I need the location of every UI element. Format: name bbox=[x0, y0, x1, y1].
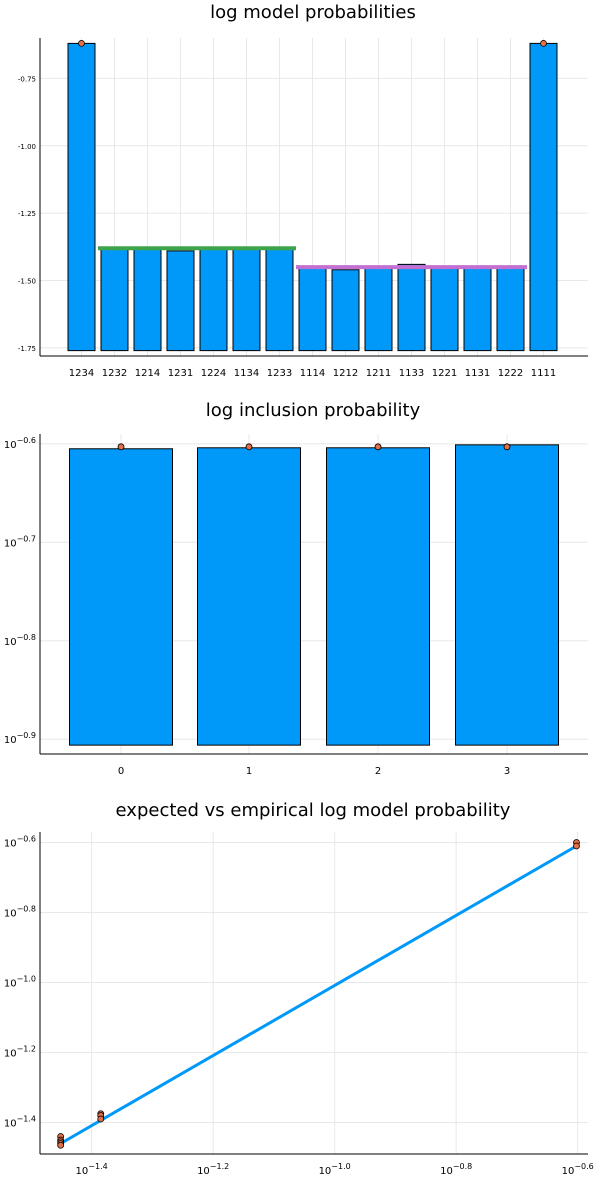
chart2-bar bbox=[455, 444, 559, 746]
chart3-points bbox=[57, 839, 580, 1149]
chart1-xtick-label: 1131 bbox=[465, 368, 490, 379]
chart1-bars bbox=[67, 42, 558, 352]
chart1-bar bbox=[265, 247, 294, 352]
chart2-tick-labels: 10−0.9 10−0.8 10−0.7 10−0.6 0 1 2 3 bbox=[4, 436, 510, 777]
chart1-xtick-label: 1234 bbox=[69, 368, 94, 379]
chart3-fit-line bbox=[59, 844, 578, 1145]
chart2-point bbox=[245, 443, 253, 451]
chart1-hlines bbox=[98, 246, 527, 270]
chart3-xtick-label: 10−0.6 bbox=[562, 1162, 594, 1177]
chart2-xtick-label: 3 bbox=[504, 766, 510, 777]
chart3-grid bbox=[40, 832, 588, 1154]
log-inclusion-probability-chart: log inclusion probability 10−0.910−0.810… bbox=[4, 400, 588, 777]
chart1-title: log model probabilities bbox=[210, 2, 416, 23]
chart3-axes bbox=[39, 832, 588, 1155]
chart3-tick-labels: 10−1.4 10−1.2 10−1.0 10−0.8 10−0.6 10−1.4 10−1… bbox=[4, 835, 594, 1178]
chart1-ytick-label: -1.25 bbox=[18, 210, 36, 218]
chart3-xtick-label: 10−1.2 bbox=[197, 1162, 229, 1177]
chart3-xtick-label: 10−0.8 bbox=[440, 1162, 472, 1177]
chart3-point bbox=[573, 842, 580, 850]
chart1-bar bbox=[133, 247, 162, 352]
chart3-line bbox=[59, 844, 578, 1145]
chart3-ytick-label: 10−1.0 bbox=[4, 975, 36, 990]
chart1-xtick-label: 1212 bbox=[333, 368, 358, 379]
chart2-ytick-label: 10−0.7 bbox=[4, 534, 36, 549]
chart1-bar bbox=[67, 42, 96, 352]
chart2-ytick-label: 10−0.8 bbox=[4, 633, 36, 648]
chart2-point bbox=[117, 443, 125, 451]
chart2-ytick-label: 10−0.9 bbox=[4, 731, 36, 746]
chart1-xtick-label: 1114 bbox=[300, 368, 325, 379]
chart1-point bbox=[78, 39, 85, 47]
chart2-xtick-label: 1 bbox=[246, 766, 252, 777]
chart1-xtick-label: 1222 bbox=[498, 368, 523, 379]
chart3-xtick-label: 10−1.0 bbox=[319, 1162, 351, 1177]
chart1-xtick-label: 1211 bbox=[366, 368, 391, 379]
chart1-ytick-label: -1.50 bbox=[18, 278, 36, 286]
chart2-ytick-label: 10−0.6 bbox=[4, 436, 36, 451]
chart1-xtick-label: 1133 bbox=[399, 368, 424, 379]
expected-vs-empirical-chart: expected vs empirical log model probabil… bbox=[4, 800, 594, 1177]
chart1-bar bbox=[100, 247, 129, 352]
chart1-bar bbox=[331, 269, 360, 352]
chart1-xtick-label: 1134 bbox=[234, 368, 259, 379]
chart1-bar bbox=[232, 247, 261, 352]
log-model-probabilities-chart: log model probabilities -1.75-1.50-1.25-… bbox=[18, 2, 588, 379]
chart1-points bbox=[78, 39, 547, 47]
chart1-xtick-label: 1231 bbox=[168, 368, 193, 379]
chart1-ytick-label: -1.00 bbox=[18, 143, 36, 151]
chart2-xtick-label: 0 bbox=[118, 766, 124, 777]
chart1-bar bbox=[463, 266, 492, 352]
chart1-bar bbox=[430, 266, 459, 352]
chart3-ytick-label: 10−0.8 bbox=[4, 905, 36, 920]
chart1-point bbox=[540, 39, 547, 47]
chart1-xtick-label: 1214 bbox=[135, 368, 160, 379]
chart1-bar bbox=[529, 42, 558, 352]
chart3-ytick-label: 10−1.4 bbox=[4, 1115, 36, 1130]
chart2-title: log inclusion probability bbox=[206, 400, 421, 421]
chart1-bar bbox=[364, 266, 393, 352]
chart1-bar bbox=[199, 247, 228, 352]
chart1-xtick-label: 1111 bbox=[531, 368, 556, 379]
chart2-bar bbox=[326, 447, 430, 746]
chart2-bars bbox=[69, 444, 559, 746]
chart2-bar bbox=[69, 448, 173, 746]
chart3-point bbox=[57, 1141, 65, 1149]
chart2-axes bbox=[39, 434, 588, 755]
chart1-axes bbox=[39, 38, 588, 357]
chart2-points bbox=[117, 443, 511, 451]
chart1-ytick-label: -0.75 bbox=[18, 75, 36, 83]
chart1-xtick-label: 1233 bbox=[267, 368, 292, 379]
chart1-bar bbox=[166, 250, 195, 352]
chart2-bar bbox=[197, 447, 301, 746]
chart3-ytick-label: 10−0.6 bbox=[4, 835, 36, 850]
chart3-title: expected vs empirical log model probabil… bbox=[116, 800, 511, 821]
chart3-ytick-label: 10−1.2 bbox=[4, 1045, 36, 1060]
chart1-ytick-label: -1.75 bbox=[18, 345, 36, 353]
chart1-xtick-label: 1232 bbox=[102, 368, 127, 379]
chart2-xtick-label: 2 bbox=[375, 766, 381, 777]
chart1-bar bbox=[298, 266, 327, 352]
chart2-point bbox=[374, 443, 382, 451]
chart1-bar bbox=[496, 266, 525, 352]
chart1-tick-labels: -1.75 -1.50 -1.25 -1.00 -0.75 1234 1232 1214 123… bbox=[18, 75, 556, 379]
chart3-xtick-label: 10−1.4 bbox=[76, 1162, 108, 1177]
chart1-xtick-label: 1221 bbox=[432, 368, 457, 379]
chart3-point bbox=[97, 1115, 105, 1123]
chart1-bar bbox=[397, 263, 426, 352]
chart1-xtick-label: 1224 bbox=[201, 368, 226, 379]
chart2-point bbox=[503, 443, 511, 451]
